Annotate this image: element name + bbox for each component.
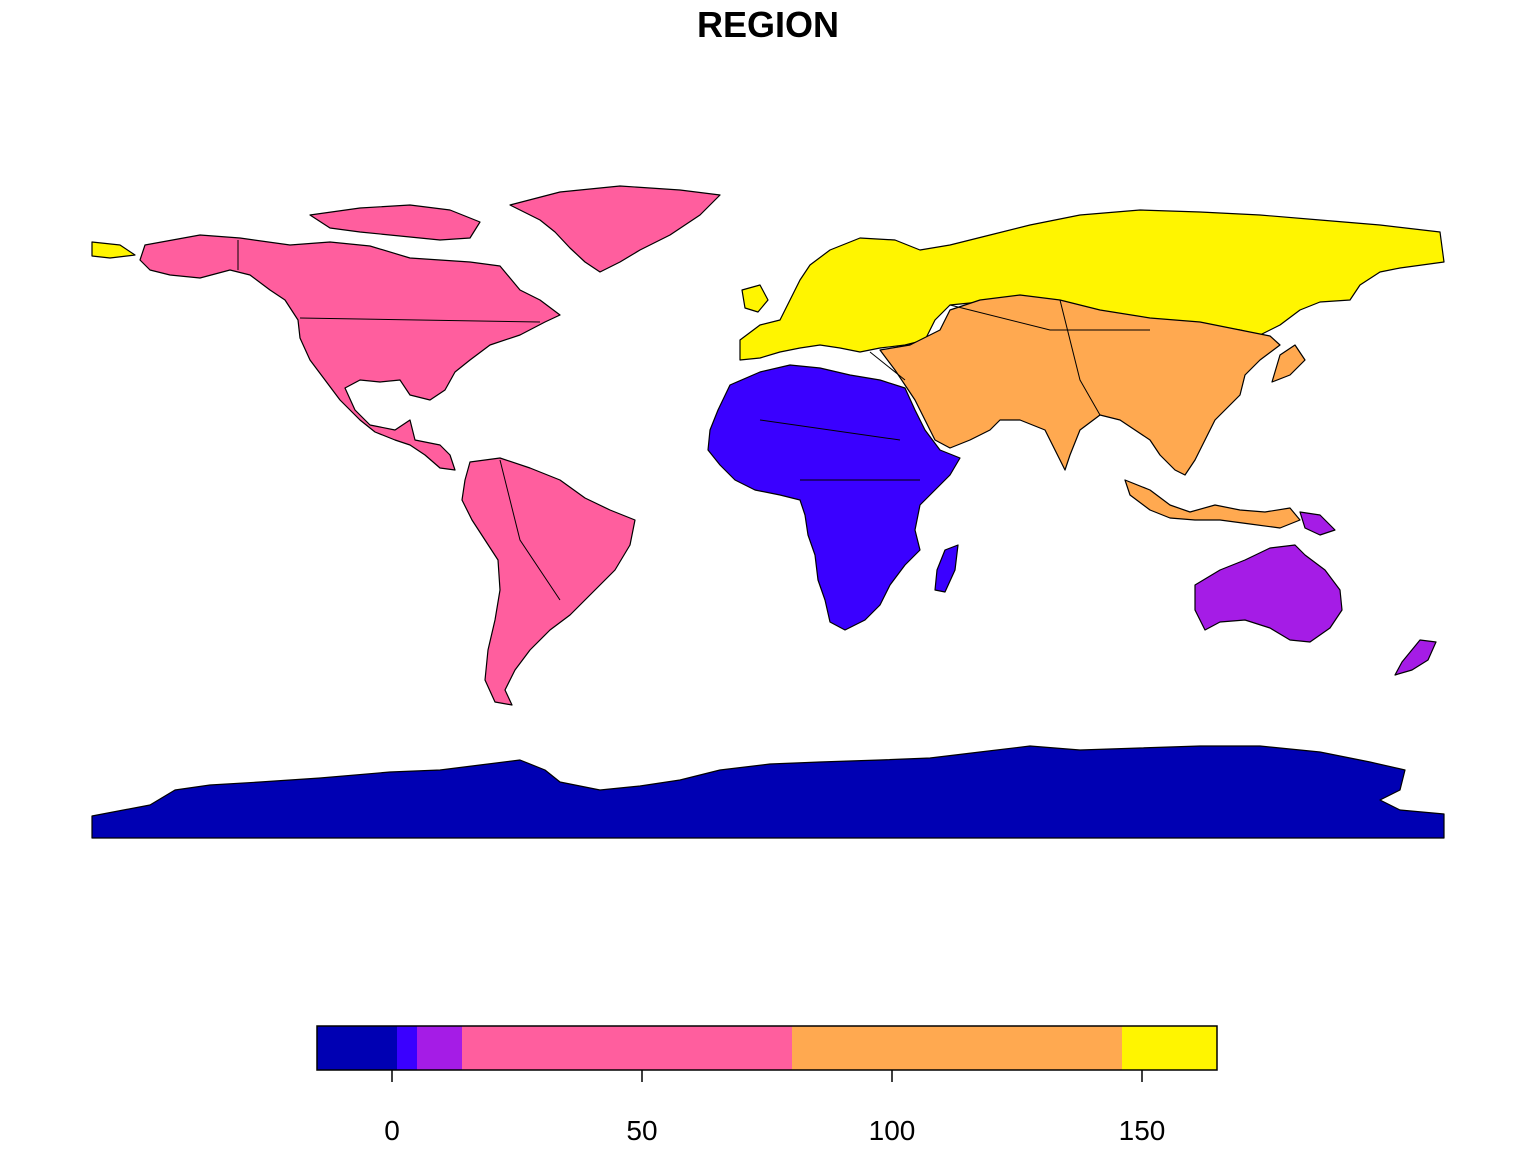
legend-tick-label-3: 150 <box>1119 1115 1166 1146</box>
region-greenland <box>509 185 721 273</box>
region-japan <box>1271 344 1306 383</box>
legend-bin-5 <box>1122 1026 1217 1070</box>
region-new-guinea <box>1299 511 1336 536</box>
region-southeast-asia <box>1124 479 1301 529</box>
legend-frame <box>316 1025 1218 1071</box>
legend-bin-2 <box>417 1026 462 1070</box>
legend-tick-label-2: 100 <box>869 1115 916 1146</box>
legend-tick-label-1: 50 <box>626 1115 657 1146</box>
region-africa <box>707 364 961 631</box>
legend-ticks: 0 50 100 150 <box>384 1070 1165 1146</box>
legend-bin-0 <box>317 1026 397 1070</box>
region-australia <box>1194 544 1343 643</box>
region-new-zealand <box>1394 639 1437 676</box>
legend-bin-1 <box>397 1026 417 1070</box>
region-uk <box>741 284 769 313</box>
region-antarctica <box>91 745 1445 839</box>
country-borders <box>237 240 1150 601</box>
color-legend <box>316 1025 1218 1071</box>
region-arctic-islands <box>309 204 481 241</box>
region-asia <box>879 294 1281 476</box>
legend-bin-4 <box>792 1026 1122 1070</box>
region-europe <box>739 209 1445 361</box>
region-north-america <box>139 234 561 471</box>
map-title: REGION <box>696 4 839 45</box>
region-south-america <box>461 457 636 706</box>
region-alaska-tip <box>91 241 136 259</box>
legend-bin-3 <box>462 1026 792 1070</box>
region-madagascar <box>934 544 959 593</box>
legend-tick-label-0: 0 <box>384 1115 400 1146</box>
